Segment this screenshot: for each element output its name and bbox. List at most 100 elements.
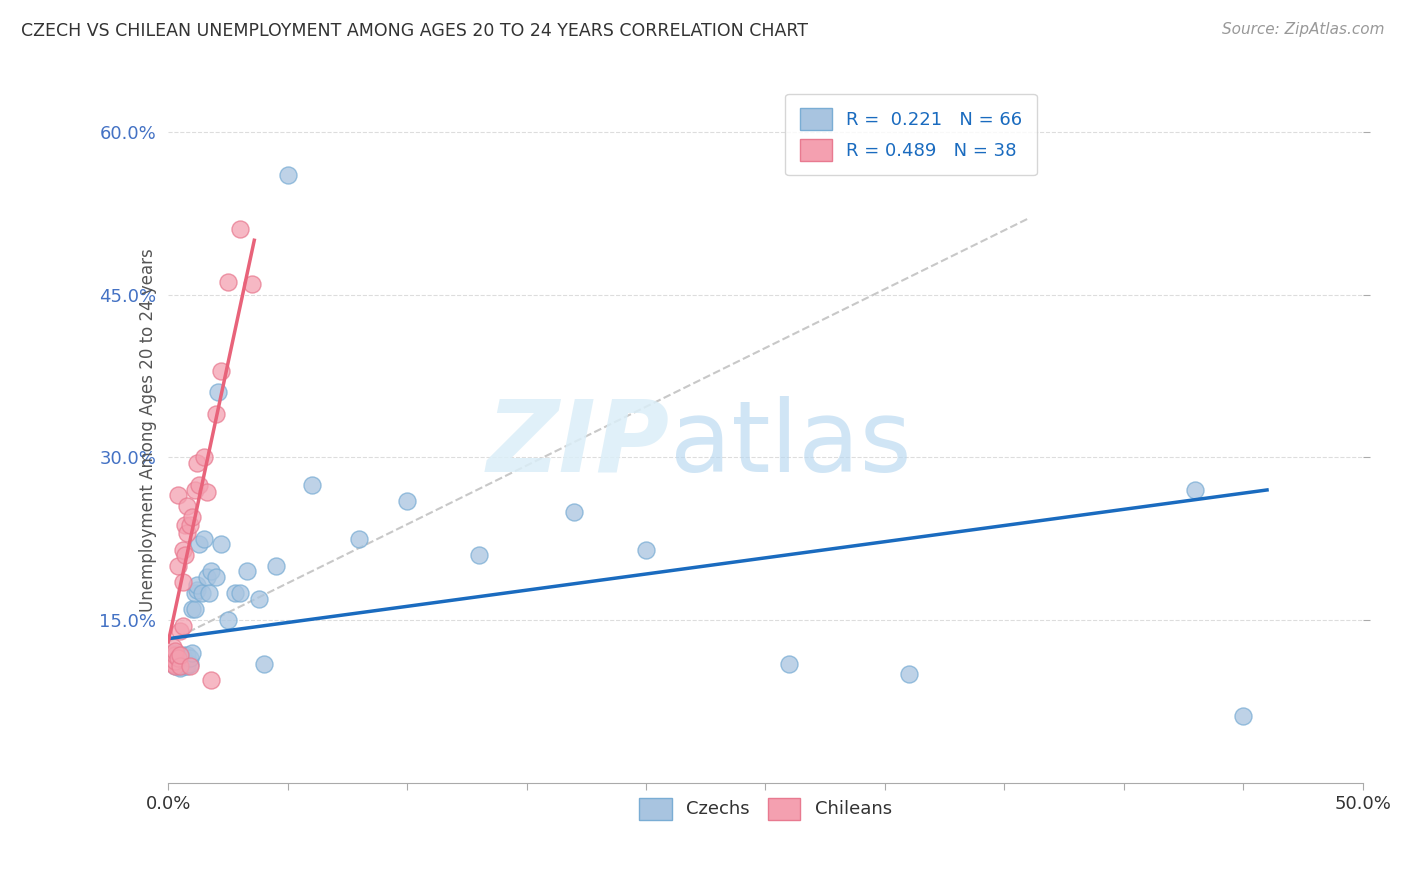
- Point: [229, 586, 252, 600]
- Point: [172, 618, 194, 632]
- Point: [174, 548, 197, 562]
- Point: [200, 565, 222, 579]
- Text: Source: ZipAtlas.com: Source: ZipAtlas.com: [1222, 22, 1385, 37]
- Point: [172, 542, 194, 557]
- Point: [301, 477, 323, 491]
- Point: [205, 570, 228, 584]
- Point: [169, 648, 191, 662]
- Point: [166, 655, 188, 669]
- Point: [165, 658, 187, 673]
- Point: [166, 488, 188, 502]
- Legend: Czechs, Chileans: Czechs, Chileans: [624, 783, 907, 834]
- Point: [198, 586, 221, 600]
- Point: [165, 648, 187, 662]
- Point: [195, 570, 218, 584]
- Point: [179, 658, 201, 673]
- Point: [229, 222, 252, 236]
- Point: [162, 640, 184, 655]
- Point: [159, 652, 181, 666]
- Point: [277, 168, 299, 182]
- Point: [165, 652, 187, 666]
- Point: [468, 548, 491, 562]
- Point: [181, 602, 204, 616]
- Point: [162, 657, 184, 671]
- Point: [174, 658, 197, 673]
- Point: [165, 655, 187, 669]
- Point: [186, 456, 208, 470]
- Point: [179, 651, 201, 665]
- Point: [264, 558, 287, 573]
- Point: [236, 565, 259, 579]
- Point: [165, 658, 187, 673]
- Point: [159, 648, 181, 662]
- Point: [159, 655, 181, 669]
- Point: [193, 450, 215, 465]
- Point: [166, 652, 188, 666]
- Y-axis label: Unemployment Among Ages 20 to 24 years: Unemployment Among Ages 20 to 24 years: [139, 248, 157, 612]
- Point: [183, 483, 205, 497]
- Point: [176, 658, 198, 673]
- Point: [162, 655, 184, 669]
- Point: [349, 532, 371, 546]
- Point: [174, 655, 197, 669]
- Point: [396, 493, 419, 508]
- Point: [176, 657, 198, 671]
- Point: [217, 613, 239, 627]
- Point: [162, 648, 184, 662]
- Point: [165, 646, 187, 660]
- Point: [162, 655, 184, 669]
- Point: [179, 517, 201, 532]
- Point: [166, 658, 188, 673]
- Point: [1184, 483, 1206, 497]
- Point: [166, 657, 188, 671]
- Point: [200, 673, 222, 687]
- Point: [166, 651, 188, 665]
- Point: [159, 651, 181, 665]
- Point: [179, 657, 201, 671]
- Point: [562, 505, 585, 519]
- Point: [181, 510, 204, 524]
- Point: [207, 385, 229, 400]
- Point: [247, 591, 270, 606]
- Point: [166, 558, 188, 573]
- Point: [169, 658, 191, 673]
- Point: [172, 575, 194, 590]
- Point: [169, 657, 191, 671]
- Point: [181, 646, 204, 660]
- Point: [169, 658, 191, 673]
- Point: [188, 477, 211, 491]
- Point: [778, 657, 800, 671]
- Point: [162, 652, 184, 666]
- Point: [253, 657, 276, 671]
- Point: [162, 648, 184, 662]
- Point: [634, 542, 657, 557]
- Point: [172, 648, 194, 662]
- Point: [897, 667, 920, 681]
- Point: [174, 517, 197, 532]
- Point: [162, 646, 184, 660]
- Point: [240, 277, 263, 291]
- Point: [176, 500, 198, 514]
- Point: [176, 648, 198, 662]
- Point: [205, 407, 228, 421]
- Point: [188, 537, 211, 551]
- Point: [186, 578, 208, 592]
- Point: [193, 532, 215, 546]
- Point: [183, 602, 205, 616]
- Point: [209, 363, 232, 377]
- Point: [195, 485, 218, 500]
- Point: [172, 657, 194, 671]
- Text: CZECH VS CHILEAN UNEMPLOYMENT AMONG AGES 20 TO 24 YEARS CORRELATION CHART: CZECH VS CHILEAN UNEMPLOYMENT AMONG AGES…: [21, 22, 808, 40]
- Text: ZIP: ZIP: [486, 396, 669, 493]
- Point: [165, 657, 187, 671]
- Point: [169, 661, 191, 675]
- Point: [176, 526, 198, 541]
- Point: [165, 655, 187, 669]
- Point: [165, 643, 187, 657]
- Point: [162, 651, 184, 665]
- Point: [159, 648, 181, 662]
- Text: atlas: atlas: [669, 396, 911, 493]
- Point: [169, 624, 191, 638]
- Point: [186, 582, 208, 597]
- Point: [159, 651, 181, 665]
